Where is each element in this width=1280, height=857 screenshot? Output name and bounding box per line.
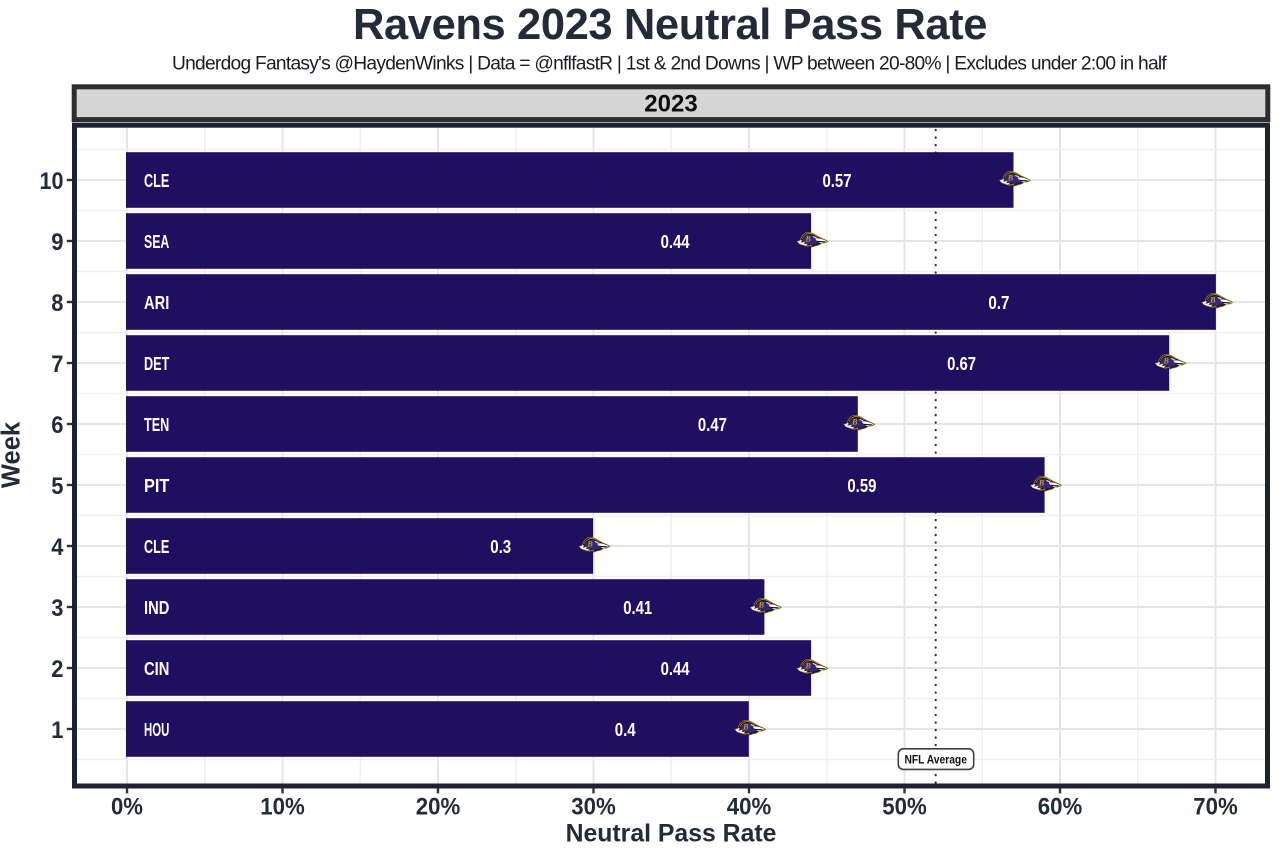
svg-text:3: 3 (51, 595, 63, 622)
svg-text:SEA: SEA (144, 232, 169, 252)
svg-text:8: 8 (51, 290, 63, 317)
svg-text:ARI: ARI (144, 293, 169, 313)
svg-text:50%: 50% (882, 794, 927, 821)
svg-text:DET: DET (144, 354, 169, 374)
svg-text:CIN: CIN (144, 659, 169, 679)
svg-text:70%: 70% (1193, 794, 1238, 821)
svg-text:0.59: 0.59 (847, 476, 876, 496)
svg-text:HOU: HOU (144, 720, 169, 740)
svg-text:7: 7 (51, 351, 63, 378)
svg-text:2: 2 (51, 656, 63, 683)
svg-text:Neutral Pass Rate: Neutral Pass Rate (566, 821, 777, 848)
svg-text:20%: 20% (416, 794, 461, 821)
svg-text:0.4: 0.4 (615, 720, 636, 740)
svg-text:60%: 60% (1038, 794, 1083, 821)
svg-text:NFL Average: NFL Average (904, 755, 967, 767)
svg-text:Ravens 2023 Neutral Pass Rate: Ravens 2023 Neutral Pass Rate (353, 1, 987, 49)
svg-text:CLE: CLE (144, 537, 169, 557)
svg-text:PIT: PIT (144, 476, 169, 496)
svg-text:2023: 2023 (644, 91, 697, 118)
svg-text:5: 5 (51, 473, 63, 500)
svg-text:10%: 10% (260, 794, 305, 821)
svg-text:TEN: TEN (144, 415, 169, 435)
svg-text:IND: IND (144, 598, 169, 618)
svg-text:4: 4 (51, 534, 64, 561)
svg-text:6: 6 (51, 412, 63, 439)
svg-text:Week: Week (0, 421, 26, 488)
svg-text:9: 9 (51, 229, 63, 256)
svg-text:Underdog Fantasy's @HaydenWink: Underdog Fantasy's @HaydenWinks | Data =… (172, 54, 1167, 75)
svg-text:0.47: 0.47 (698, 415, 727, 435)
svg-text:0.67: 0.67 (947, 354, 976, 374)
svg-text:1: 1 (51, 717, 63, 744)
svg-text:40%: 40% (727, 794, 772, 821)
svg-text:10: 10 (40, 168, 64, 195)
svg-text:CLE: CLE (144, 171, 169, 191)
svg-text:0.44: 0.44 (661, 659, 690, 679)
svg-text:0.3: 0.3 (490, 537, 511, 557)
svg-text:30%: 30% (571, 794, 616, 821)
svg-text:0.7: 0.7 (988, 293, 1009, 313)
svg-text:0%: 0% (111, 794, 143, 821)
svg-text:0.57: 0.57 (823, 171, 852, 191)
svg-text:0.41: 0.41 (623, 598, 652, 618)
svg-text:0.44: 0.44 (661, 232, 690, 252)
